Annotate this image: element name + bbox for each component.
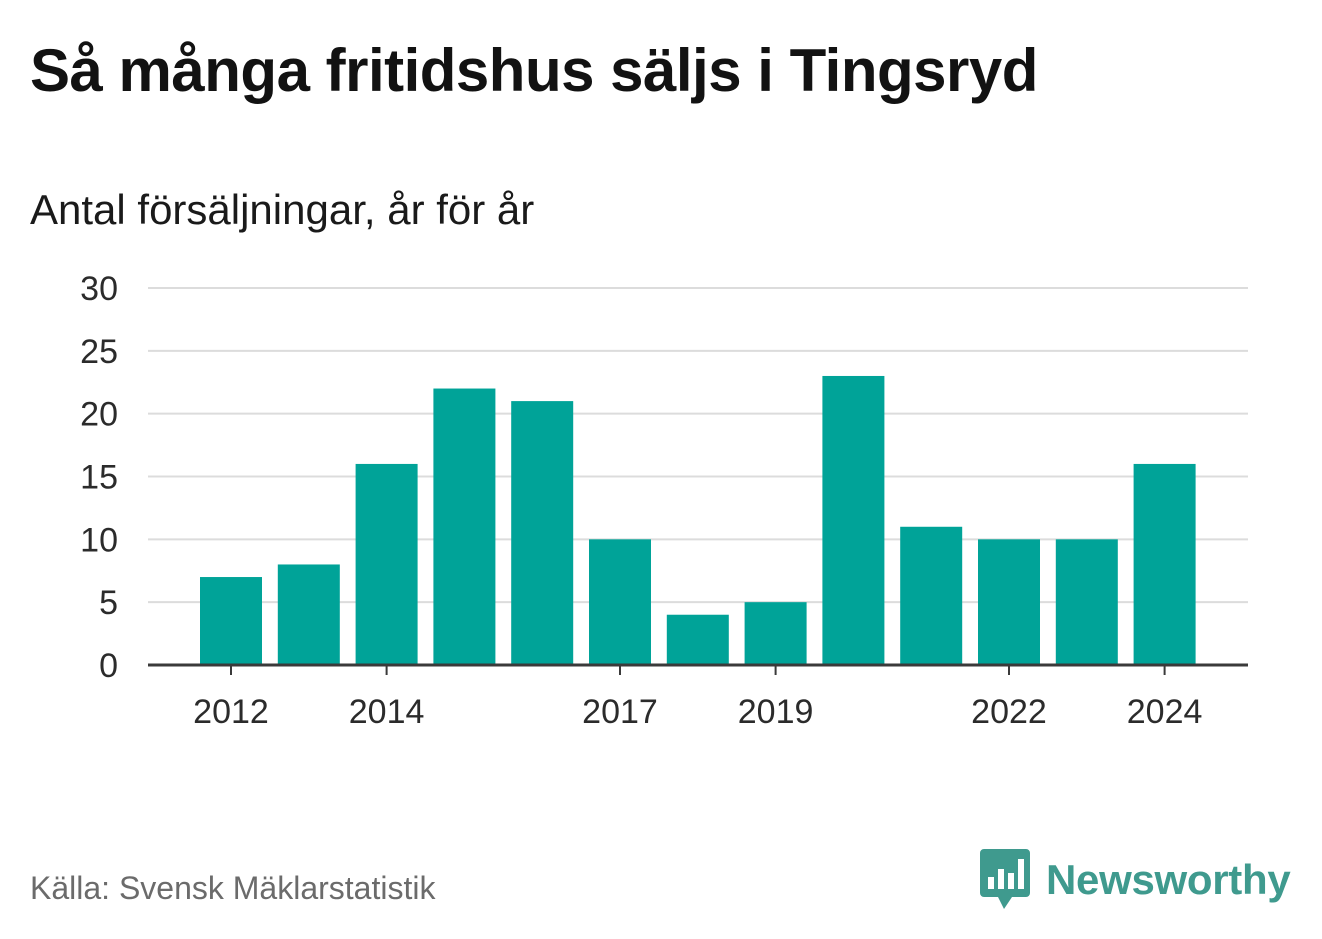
y-tick-label: 5 <box>99 584 118 622</box>
y-tick-label: 30 <box>80 270 118 308</box>
bar-2017 <box>589 539 651 665</box>
source-note: Källa: Svensk Mäklarstatistik <box>30 870 436 906</box>
y-axis-tick-labels: 0 5 10 15 20 25 30 <box>80 270 118 685</box>
bar-2015 <box>433 388 496 665</box>
x-axis-tick-labels: 2012 2014 2017 2019 2022 2024 <box>193 693 1202 731</box>
bar-2020 <box>822 375 885 665</box>
bar-2023 <box>1055 539 1118 665</box>
y-tick-label: 25 <box>80 333 118 371</box>
bar-chart-speech-bubble-icon <box>980 849 1030 909</box>
bar-2021 <box>900 526 963 665</box>
x-axis <box>148 663 1248 675</box>
bar-2022 <box>978 539 1040 665</box>
bars <box>200 375 1196 665</box>
x-tick-label: 2022 <box>971 693 1047 731</box>
chart-subtitle: Antal försäljningar, år för år <box>30 186 535 233</box>
y-tick-label: 0 <box>99 647 118 685</box>
bar-2019 <box>744 602 807 665</box>
bar-2016 <box>511 401 574 665</box>
bar-2018 <box>666 614 729 665</box>
x-tick-label: 2012 <box>193 693 269 731</box>
x-tick-label: 2019 <box>738 693 814 731</box>
bar-2014 <box>355 463 418 665</box>
x-tick-label: 2014 <box>349 693 425 731</box>
y-tick-label: 15 <box>80 459 118 497</box>
brand-name: Newsworthy <box>1046 856 1291 903</box>
bar-2012 <box>200 577 262 665</box>
x-tick-label: 2017 <box>582 693 658 731</box>
brand-logo-group: Newsworthy <box>980 848 1291 912</box>
bar-2013 <box>277 564 340 665</box>
y-tick-label: 20 <box>80 396 118 434</box>
bar-2024 <box>1133 463 1196 665</box>
x-tick-label: 2024 <box>1127 693 1203 731</box>
chart-title: Så många fritidshus säljs i Tingsryd <box>30 37 1038 104</box>
y-tick-label: 10 <box>80 521 118 559</box>
